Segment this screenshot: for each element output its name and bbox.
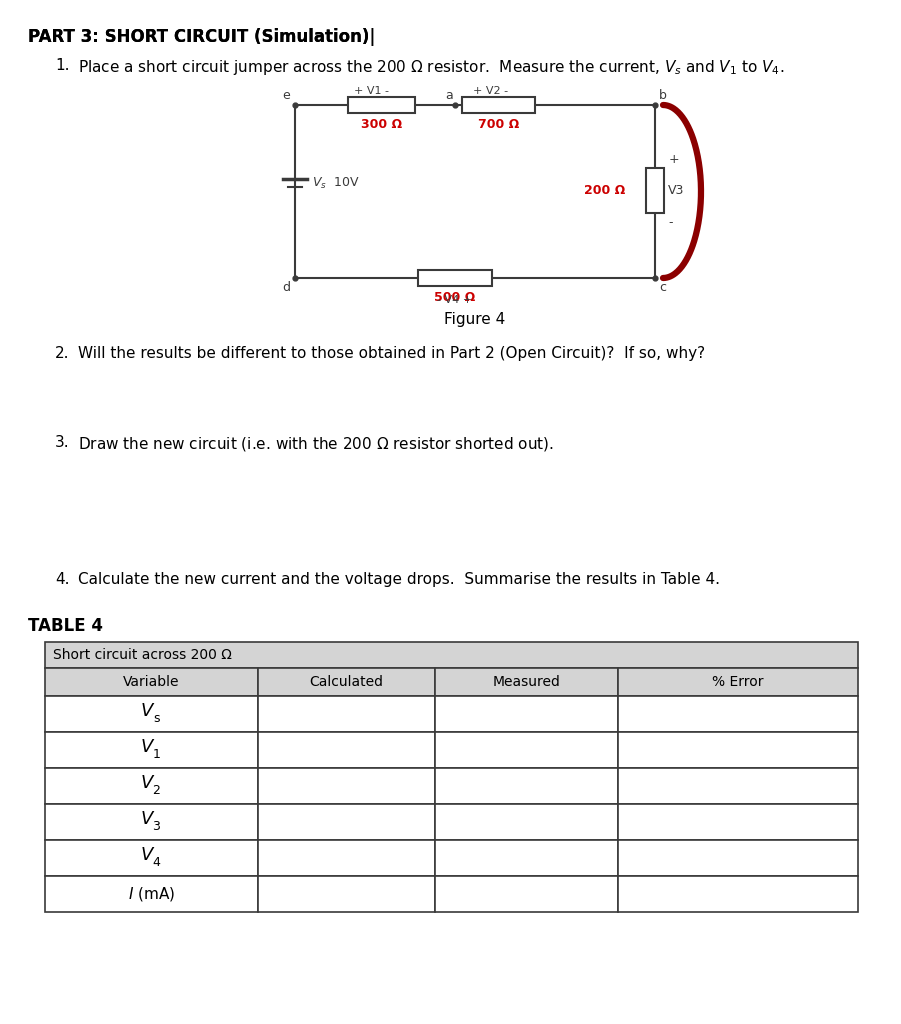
Text: Short circuit across 200 Ω: Short circuit across 200 Ω [53, 648, 232, 662]
Text: + V2 -: + V2 - [473, 86, 508, 96]
Bar [435, 840, 618, 876]
Bar [45, 840, 258, 876]
Bar [618, 732, 858, 768]
Text: 4: 4 [152, 856, 160, 869]
Bar [258, 804, 435, 840]
Text: Place a short circuit jumper across the 200 $\Omega$ resistor.  Measure the curr: Place a short circuit jumper across the … [78, 58, 785, 77]
Text: Draw the new circuit (i.e. with the 200 $\Omega$ resistor shorted out).: Draw the new circuit (i.e. with the 200 … [78, 435, 554, 453]
Text: +: + [669, 153, 679, 166]
Bar [618, 804, 858, 840]
Bar [435, 804, 618, 840]
Text: $V$: $V$ [140, 738, 155, 756]
Bar [258, 768, 435, 804]
Text: TABLE 4: TABLE 4 [28, 617, 103, 635]
Text: PART 3: SHORT CIRCUIT (Simulation)|: PART 3: SHORT CIRCUIT (Simulation)| [28, 28, 376, 46]
Text: Will the results be different to those obtained in Part 2 (Open Circuit)?  If so: Will the results be different to those o… [78, 346, 705, 361]
Bar [435, 668, 618, 696]
Bar [418, 270, 492, 286]
Text: b: b [659, 89, 667, 102]
Bar [435, 696, 618, 732]
Bar [45, 668, 258, 696]
Bar [646, 168, 664, 213]
Text: a: a [445, 89, 453, 102]
Text: 2.: 2. [55, 346, 69, 361]
Text: + V1 -: + V1 - [354, 86, 389, 96]
Text: 2: 2 [152, 784, 160, 798]
Text: PART 3: SHORT CIRCUIT (Simulation): PART 3: SHORT CIRCUIT (Simulation) [28, 28, 369, 46]
Bar [45, 642, 858, 668]
Text: 700 Ω: 700 Ω [478, 118, 519, 131]
Text: - V4 +: - V4 + [438, 295, 472, 305]
Bar [435, 732, 618, 768]
Bar [45, 876, 258, 912]
Text: 3: 3 [152, 820, 160, 834]
Bar [45, 804, 258, 840]
Text: 4.: 4. [55, 572, 69, 587]
Bar [258, 840, 435, 876]
Text: $V$: $V$ [140, 846, 155, 864]
Text: d: d [282, 281, 290, 294]
Text: $V$: $V$ [140, 774, 155, 792]
Bar [348, 97, 415, 113]
Text: 3.: 3. [55, 435, 69, 450]
Text: s: s [153, 713, 159, 725]
Bar [618, 768, 858, 804]
Text: Calculated: Calculated [310, 675, 384, 689]
Text: $V$: $V$ [140, 810, 155, 828]
Text: Calculate the new current and the voltage drops.  Summarise the results in Table: Calculate the new current and the voltag… [78, 572, 720, 587]
Bar [258, 876, 435, 912]
Bar [258, 696, 435, 732]
Bar [462, 97, 535, 113]
Text: $V$: $V$ [140, 702, 155, 720]
Bar [435, 876, 618, 912]
Text: c: c [659, 281, 666, 294]
Text: Measured: Measured [493, 675, 560, 689]
Text: 1: 1 [152, 749, 160, 762]
Text: 300 Ω: 300 Ω [361, 118, 402, 131]
Bar [618, 840, 858, 876]
Bar [618, 668, 858, 696]
Text: Variable: Variable [123, 675, 180, 689]
Bar [45, 732, 258, 768]
Text: 200 Ω: 200 Ω [584, 184, 625, 198]
Text: Figure 4: Figure 4 [444, 312, 505, 327]
Text: % Error: % Error [713, 675, 764, 689]
Bar [258, 668, 435, 696]
Text: e: e [282, 89, 290, 102]
Text: $I$ (mA): $I$ (mA) [128, 885, 175, 903]
Bar [618, 876, 858, 912]
Text: 1.: 1. [55, 58, 69, 73]
Bar [258, 732, 435, 768]
Text: -: - [668, 216, 672, 229]
Bar [45, 768, 258, 804]
Text: $V_s$  10V: $V_s$ 10V [312, 175, 359, 190]
Bar [618, 696, 858, 732]
Bar [435, 768, 618, 804]
Text: 500 Ω: 500 Ω [434, 291, 476, 304]
Text: V3: V3 [668, 184, 685, 198]
Bar [45, 696, 258, 732]
